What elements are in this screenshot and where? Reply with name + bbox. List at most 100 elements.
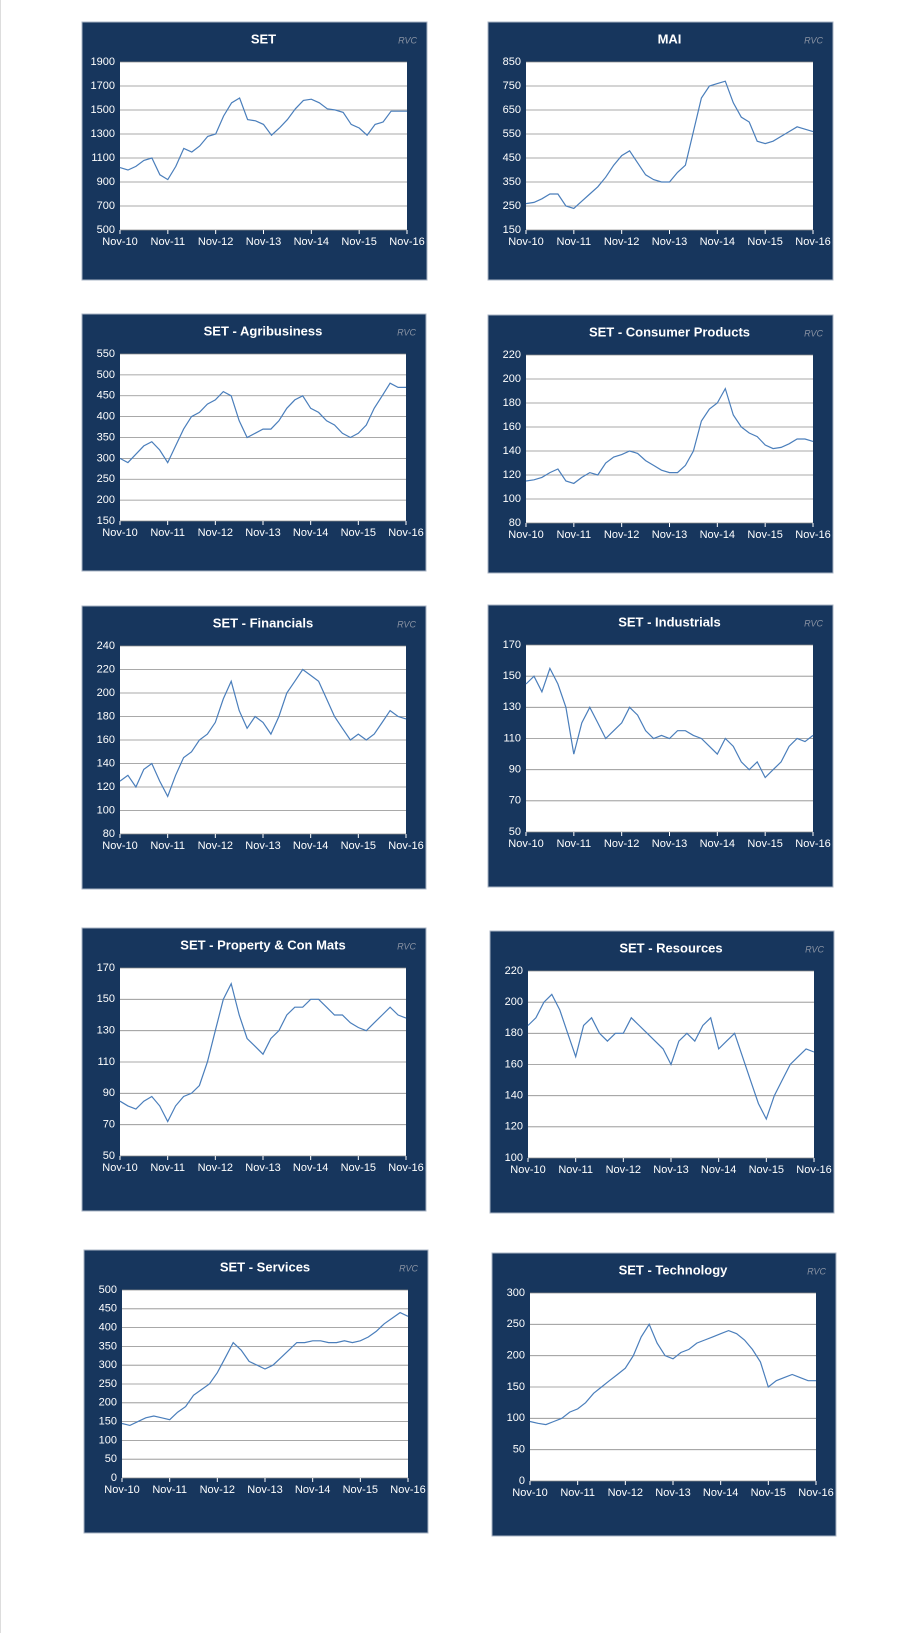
y-tick-label: 160	[97, 734, 115, 746]
chart-panel: SET - Services RVC 0 50 100 150 200 250 300 350 40…	[83, 1249, 429, 1534]
x-tick-label: Nov-13	[653, 1164, 688, 1176]
y-tick-label: 200	[97, 494, 115, 506]
x-tick-label: Nov-13	[245, 840, 280, 852]
x-tick-label: Nov-14	[294, 236, 329, 248]
line	[119, 668, 407, 798]
y-tick-label: 240	[97, 640, 115, 652]
x-tick-label: Nov-13	[246, 236, 281, 248]
watermark: RVC	[397, 941, 416, 951]
y-tick-label: 100	[99, 1434, 117, 1446]
x-tick-label: Nov-12	[198, 236, 233, 248]
y-tick-label: 750	[503, 80, 521, 92]
y-tick-label: 500	[97, 369, 115, 381]
line	[525, 80, 814, 210]
x-tick-label: Nov-12	[606, 1164, 641, 1176]
chart-panel: SET RVC 500 700 900 1100 1300 1500 1700 1900 Nov-1…	[81, 21, 428, 281]
watermark: RVC	[399, 1263, 418, 1273]
y-tick-label: 350	[99, 1340, 117, 1352]
x-tick-label: Nov-14	[703, 1487, 738, 1499]
x-tick-label: Nov-15	[341, 236, 376, 248]
y-tick-label: 180	[505, 1027, 523, 1039]
x-tick-label: Nov-16	[388, 1162, 423, 1174]
x-tick-label: Nov-11	[150, 840, 185, 852]
y-tick-label: 100	[507, 1412, 525, 1424]
x-tick-label: Nov-14	[700, 236, 735, 248]
y-tick-label: 250	[507, 1318, 525, 1330]
y-tick-label: 180	[97, 710, 115, 722]
x-tick-label: Nov-15	[341, 840, 376, 852]
x-tick-label: Nov-10	[510, 1164, 545, 1176]
watermark: RVC	[804, 328, 823, 338]
x-tick-label: Nov-10	[508, 838, 543, 850]
x-tick-label: Nov-14	[701, 1164, 736, 1176]
x-tick-label: Nov-11	[557, 838, 592, 850]
x-tick-label: Nov-14	[293, 1162, 328, 1174]
watermark: RVC	[804, 35, 823, 45]
x-tick-label: Nov-12	[198, 1162, 233, 1174]
chart-title: SET - Financials	[213, 615, 313, 630]
watermark: RVC	[397, 327, 416, 337]
x-tick-label: Nov-13	[652, 236, 687, 248]
y-tick-label: 150	[507, 1381, 525, 1393]
x-tick-label: Nov-14	[700, 529, 735, 541]
y-tick-label: 1500	[91, 104, 115, 116]
y-tick-label: 300	[97, 452, 115, 464]
x-tick-label: Nov-13	[245, 1162, 280, 1174]
y-tick-label: 120	[505, 1121, 523, 1133]
y-tick-label: 250	[503, 200, 521, 212]
x-tick-label: Nov-12	[604, 529, 639, 541]
y-tick-label: 150	[503, 224, 521, 236]
plot-area	[526, 62, 813, 230]
y-tick-label: 140	[97, 757, 115, 769]
y-tick-label: 1700	[91, 80, 115, 92]
chart-panel: SET - Technology RVC 0 50 100 150 200 250 300 Nov…	[491, 1252, 837, 1537]
x-tick-label: Nov-15	[751, 1487, 786, 1499]
y-tick-label: 500	[99, 1284, 117, 1296]
x-tick-label: Nov-11	[152, 1484, 187, 1496]
line	[525, 666, 814, 779]
x-tick-label: Nov-15	[747, 838, 782, 850]
y-tick-label: 0	[111, 1472, 117, 1484]
plot-area	[120, 62, 407, 230]
x-tick-label: Nov-16	[798, 1487, 833, 1499]
y-tick-label: 1300	[91, 128, 115, 140]
y-tick-label: 100	[97, 804, 115, 816]
line	[527, 993, 815, 1121]
y-tick-label: 200	[99, 1397, 117, 1409]
watermark: RVC	[805, 944, 824, 954]
x-tick-label: Nov-15	[747, 236, 782, 248]
y-tick-label: 250	[99, 1378, 117, 1390]
chart-title: SET - Property & Con Mats	[180, 937, 345, 952]
y-tick-label: 450	[99, 1303, 117, 1315]
x-tick-label: Nov-10	[102, 1162, 137, 1174]
x-tick-label: Nov-12	[198, 527, 233, 539]
y-tick-label: 120	[97, 781, 115, 793]
y-tick-label: 170	[503, 639, 521, 651]
y-tick-label: 120	[503, 469, 521, 481]
y-tick-label: 350	[503, 176, 521, 188]
x-tick-label: Nov-12	[198, 840, 233, 852]
x-tick-label: Nov-13	[652, 838, 687, 850]
x-tick-label: Nov-11	[150, 527, 185, 539]
watermark: RVC	[807, 1266, 826, 1276]
y-tick-label: 200	[97, 687, 115, 699]
chart-title: SET - Industrials	[618, 614, 721, 629]
y-tick-label: 170	[97, 962, 115, 974]
chart-panel: MAI RVC 150 250 350 450 550 650 750 850 Nov-10 Nov-…	[487, 21, 834, 281]
chart-title: SET - Technology	[619, 1262, 729, 1277]
y-tick-label: 900	[97, 176, 115, 188]
x-tick-label: Nov-16	[388, 527, 423, 539]
x-tick-label: Nov-10	[104, 1484, 139, 1496]
chart-title: MAI	[658, 31, 682, 46]
x-tick-label: Nov-11	[557, 529, 592, 541]
y-tick-label: 100	[503, 493, 521, 505]
x-tick-label: Nov-10	[508, 529, 543, 541]
y-tick-label: 50	[513, 1444, 525, 1456]
y-tick-label: 850	[503, 56, 521, 68]
y-tick-label: 400	[99, 1322, 117, 1334]
y-tick-label: 220	[503, 349, 521, 361]
x-tick-label: Nov-15	[341, 527, 376, 539]
x-tick-label: Nov-10	[512, 1487, 547, 1499]
x-tick-label: Nov-15	[749, 1164, 784, 1176]
